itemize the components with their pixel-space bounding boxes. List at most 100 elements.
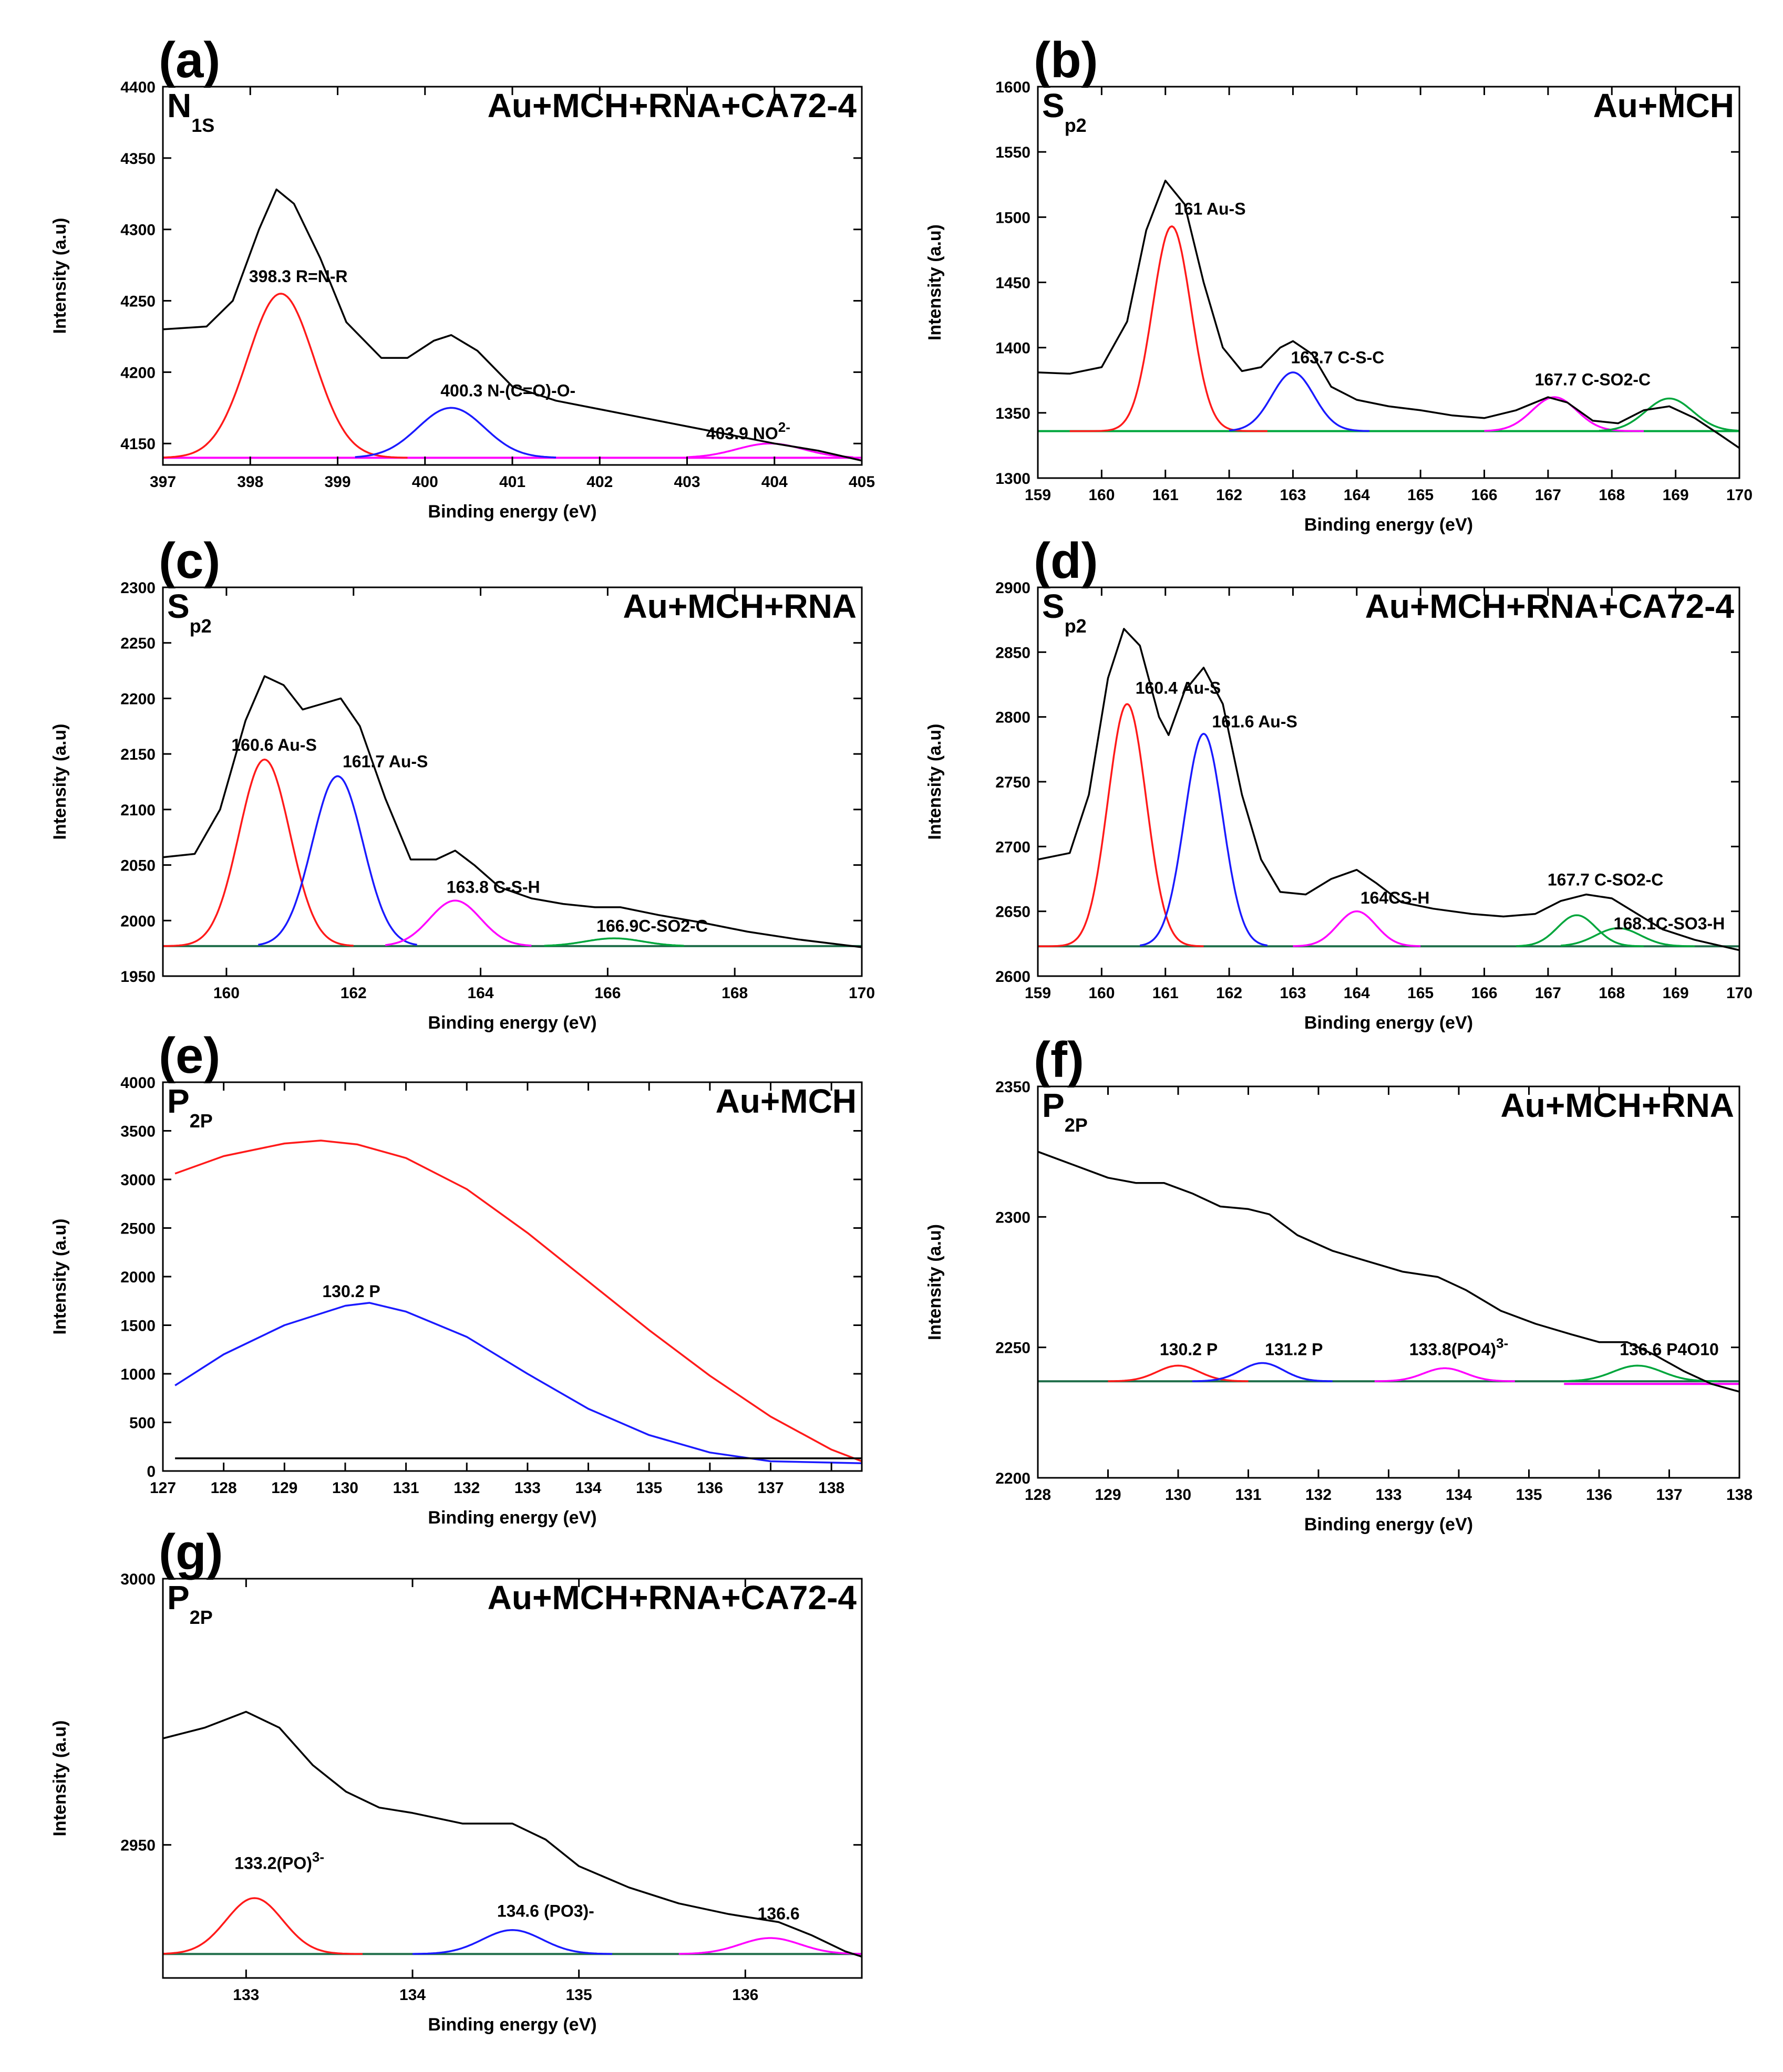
element-symbol: N bbox=[167, 87, 191, 125]
sample-title: Au+MCH bbox=[716, 1082, 857, 1120]
peak-label-text: 163.7 C-S-C bbox=[1291, 348, 1384, 367]
x-tick-label: 129 bbox=[1095, 1486, 1121, 1504]
x-tick-label: 130 bbox=[1165, 1486, 1191, 1504]
x-tick-label: 138 bbox=[1726, 1486, 1753, 1504]
x-tick-label: 136 bbox=[697, 1479, 723, 1497]
panel-e-plot-area bbox=[174, 1139, 862, 1464]
panel-d: 159 160 161 162 163 164 165 166 167 168 169 170 2600… bbox=[925, 533, 1753, 1033]
peak-label-text: 400.3 N-(C=O)-O- bbox=[440, 381, 575, 400]
panel-letter: (b) bbox=[1034, 32, 1098, 88]
x-tick-label: 133 bbox=[1375, 1486, 1401, 1504]
y-tick-label: 3000 bbox=[120, 1172, 156, 1189]
element-subscript: 2P bbox=[190, 1110, 213, 1132]
peak-label-text: 398.3 R=N-R bbox=[249, 267, 348, 286]
x-tick-label: 135 bbox=[566, 1986, 592, 2004]
x-tick-label: 128 bbox=[211, 1479, 237, 1497]
y-tick-label: 2100 bbox=[120, 802, 156, 819]
panel-letter: (a) bbox=[159, 32, 220, 88]
element-subscript: 2P bbox=[1065, 1114, 1088, 1136]
element-symbol: P bbox=[1042, 1086, 1065, 1124]
x-tick-label: 137 bbox=[1656, 1486, 1682, 1504]
panel-b-peak-4 bbox=[1599, 397, 1739, 432]
x-tick-label: 162 bbox=[1216, 985, 1242, 1002]
x-tick-label: 398 bbox=[237, 473, 263, 491]
panel-b-plot-area bbox=[1038, 180, 1739, 449]
peak-label: 163.7 C-S-C bbox=[1291, 348, 1384, 367]
y-tick-label: 2200 bbox=[120, 690, 156, 708]
peak-label: 130.2 P bbox=[1160, 1340, 1218, 1359]
x-tick-label: 165 bbox=[1407, 985, 1434, 1002]
panel-e-series-1 bbox=[174, 1139, 862, 1463]
peak-label-text: 161.7 Au-S bbox=[343, 752, 428, 771]
element-symbol: S bbox=[1042, 587, 1065, 625]
x-axis-title: Binding energy (eV) bbox=[428, 1508, 596, 1528]
x-tick-label: 405 bbox=[849, 473, 875, 491]
y-tick-label: 1400 bbox=[995, 340, 1030, 357]
peak-label-text: 160.4 Au-S bbox=[1136, 678, 1221, 697]
x-tick-label: 161 bbox=[1152, 985, 1179, 1002]
y-tick-label: 2950 bbox=[120, 1837, 156, 1855]
element-label: P2P bbox=[167, 1082, 213, 1132]
panel-g-envelope bbox=[163, 1711, 862, 1958]
y-axis-title: Intensity (a.u) bbox=[925, 723, 945, 840]
x-tick-label: 160 bbox=[1088, 486, 1115, 504]
y-tick-label: 2250 bbox=[995, 1340, 1030, 1357]
panel-c-frame bbox=[162, 586, 863, 977]
panel-d-plot-area bbox=[1038, 628, 1739, 951]
y-tick-label: 2150 bbox=[120, 746, 156, 763]
x-tick-label: 162 bbox=[341, 985, 367, 1002]
peak-label-text: 136.6 bbox=[758, 1904, 800, 1923]
x-tick-label: 401 bbox=[499, 473, 525, 491]
panel-c-envelope bbox=[163, 675, 862, 948]
x-tick-label: 136 bbox=[1586, 1486, 1612, 1504]
x-tick-label: 403 bbox=[674, 473, 700, 491]
x-tick-label: 399 bbox=[324, 473, 351, 491]
x-axis-title: Binding energy (eV) bbox=[1304, 515, 1473, 535]
panel-f: 128 129 130 131 132 133 134 135 136 137 138 2200 225… bbox=[925, 1032, 1753, 1535]
peak-label: 166.9C-SO2-C bbox=[596, 916, 708, 935]
peak-label: 133.8(PO4)3- bbox=[1409, 1335, 1509, 1359]
peak-label-text: 133.2(PO) bbox=[234, 1853, 312, 1872]
element-symbol: S bbox=[167, 587, 190, 625]
panel-g-peak-1 bbox=[163, 1897, 363, 1955]
x-tick-label: 160 bbox=[1088, 985, 1115, 1002]
y-axis-title: Intensity (a.u) bbox=[50, 1720, 70, 1836]
element-label: Sp2 bbox=[1042, 587, 1087, 637]
peak-label-text: 168.1C-SO3-H bbox=[1614, 914, 1725, 933]
sample-title: Au+MCH+RNA bbox=[623, 587, 857, 625]
y-tick-label: 2600 bbox=[995, 968, 1030, 986]
y-tick-label: 4400 bbox=[120, 79, 156, 96]
panel-a-peak-2 bbox=[355, 407, 556, 459]
x-tick-label: 164 bbox=[1344, 985, 1370, 1002]
x-tick-label: 164 bbox=[468, 985, 494, 1002]
x-tick-label: 159 bbox=[1025, 486, 1051, 504]
x-tick-label: 133 bbox=[233, 1986, 259, 2004]
panel-e: 127 128 129 130 131 132 133 134 135 136 137 138 0 500… bbox=[50, 1028, 863, 1528]
y-tick-label: 2850 bbox=[995, 644, 1030, 661]
peak-label-text: 167.7 C-SO2-C bbox=[1548, 870, 1664, 889]
peak-label: 136.6 P4O10 bbox=[1620, 1340, 1719, 1359]
sample-title: Au+MCH+RNA bbox=[1501, 1086, 1734, 1124]
y-tick-label: 2050 bbox=[120, 857, 156, 875]
y-axis-title: Intensity (a.u) bbox=[50, 1218, 70, 1334]
panel-d-peak-5 bbox=[1561, 927, 1695, 947]
panel-c: 160 162 164 166 168 170 1950 2000 2050 2100 2150 22… bbox=[50, 533, 875, 1033]
y-tick-label: 0 bbox=[147, 1463, 156, 1480]
peak-label: 164CS-H bbox=[1361, 888, 1430, 907]
y-tick-label: 4200 bbox=[120, 364, 156, 381]
peak-label-text: 166.9C-SO2-C bbox=[596, 916, 708, 935]
panel-b-peak-2 bbox=[1229, 371, 1370, 432]
element-symbol: S bbox=[1042, 87, 1065, 125]
panel-f-envelope bbox=[1038, 1151, 1739, 1393]
x-tick-label: 161 bbox=[1152, 486, 1179, 504]
x-tick-label: 137 bbox=[757, 1479, 784, 1497]
x-tick-label: 135 bbox=[636, 1479, 662, 1497]
panel-c-peak-1 bbox=[163, 758, 354, 947]
peak-label: 136.6 bbox=[758, 1904, 800, 1923]
x-tick-label: 168 bbox=[1599, 486, 1625, 504]
panel-d-peak-1 bbox=[1038, 703, 1204, 948]
x-tick-label: 134 bbox=[1446, 1486, 1472, 1504]
peak-label-text: 131.2 P bbox=[1265, 1340, 1323, 1359]
